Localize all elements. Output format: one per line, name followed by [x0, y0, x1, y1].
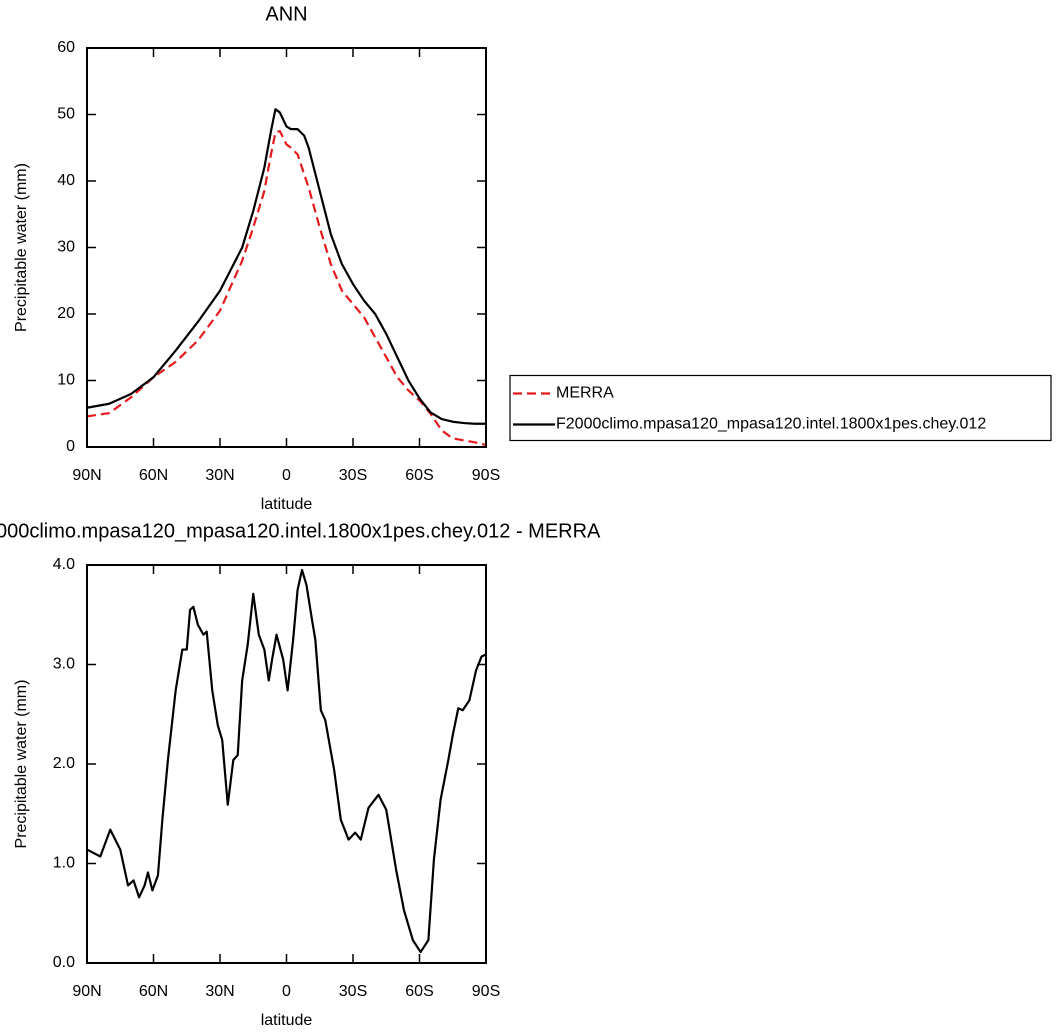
- y-tick-label: 3.0: [53, 656, 75, 673]
- series-line: [86, 108, 486, 425]
- x-tick-label: 0: [282, 467, 291, 484]
- plot-frame: [86, 564, 487, 964]
- legend-label: MERRA: [556, 385, 614, 402]
- y-tick-label: 4.0: [53, 556, 75, 573]
- chart-title: F2000climo.mpasa120_mpasa120.intel.1800x…: [0, 520, 601, 542]
- y-tick-label: 20: [57, 305, 75, 322]
- y-tick-label: 10: [57, 372, 75, 389]
- legend-box: [509, 374, 1052, 442]
- y-tick-label: 60: [57, 39, 75, 56]
- x-axis-label: latitude: [261, 496, 313, 513]
- x-tick-label: 60S: [405, 983, 433, 1000]
- chart-title: ANN: [265, 3, 307, 25]
- x-tick-label: 0: [282, 983, 291, 1000]
- x-tick-label: 60N: [139, 983, 168, 1000]
- y-tick-label: 0: [66, 438, 75, 455]
- y-tick-label: 2.0: [53, 755, 75, 772]
- x-tick-label: 30S: [339, 983, 367, 1000]
- x-tick-label: 30N: [205, 983, 234, 1000]
- y-axis-label: Precipitable water (mm): [13, 163, 30, 332]
- x-tick-label: 90N: [72, 983, 101, 1000]
- series-line: [86, 130, 487, 447]
- series-line: [86, 568, 487, 954]
- y-tick-label: 1.0: [53, 855, 75, 872]
- x-tick-label: 90S: [472, 983, 500, 1000]
- y-tick-label: 30: [57, 239, 75, 256]
- legend-label: F2000climo.mpasa120_mpasa120.intel.1800x…: [556, 416, 986, 433]
- plot-frame: [86, 47, 487, 448]
- y-tick-label: 40: [57, 172, 75, 189]
- x-tick-label: 60S: [405, 467, 433, 484]
- y-tick-label: 50: [57, 106, 75, 123]
- x-tick-label: 60N: [139, 467, 168, 484]
- y-tick-label: 0.0: [53, 954, 75, 971]
- x-tick-label: 30S: [339, 467, 367, 484]
- x-tick-label: 90N: [72, 467, 101, 484]
- x-tick-label: 30N: [205, 467, 234, 484]
- x-axis-label: latitude: [261, 1012, 313, 1029]
- x-tick-label: 90S: [472, 467, 500, 484]
- y-axis-label: Precipitable water (mm): [13, 680, 30, 849]
